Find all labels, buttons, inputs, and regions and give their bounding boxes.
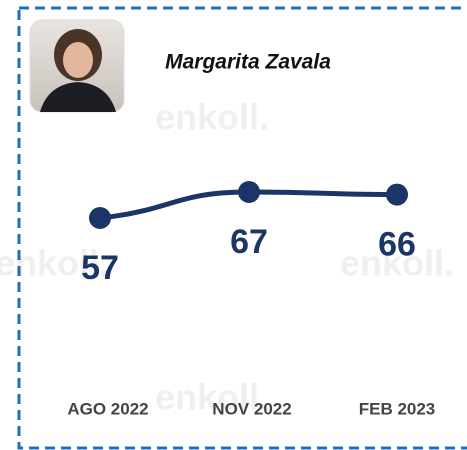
point xyxy=(238,181,260,203)
x-tick-label: FEB 2023 xyxy=(359,399,436,418)
x-tick-label: AGO 2022 xyxy=(67,399,148,418)
watermark: enkoll. xyxy=(155,97,269,138)
point xyxy=(386,184,408,206)
chart: enkoll. enkoll. enkoll. enkoll. Margarit… xyxy=(0,0,467,450)
x-tick-label: NOV 2022 xyxy=(212,399,291,418)
data-label: 67 xyxy=(230,223,268,261)
photo xyxy=(30,20,124,112)
data-label: 57 xyxy=(81,249,119,287)
page: enkoll. enkoll. enkoll. enkoll. Margarit… xyxy=(0,0,467,450)
chart-title: Margarita Zavala xyxy=(165,51,331,74)
point xyxy=(89,207,111,229)
data-label: 66 xyxy=(378,226,416,264)
